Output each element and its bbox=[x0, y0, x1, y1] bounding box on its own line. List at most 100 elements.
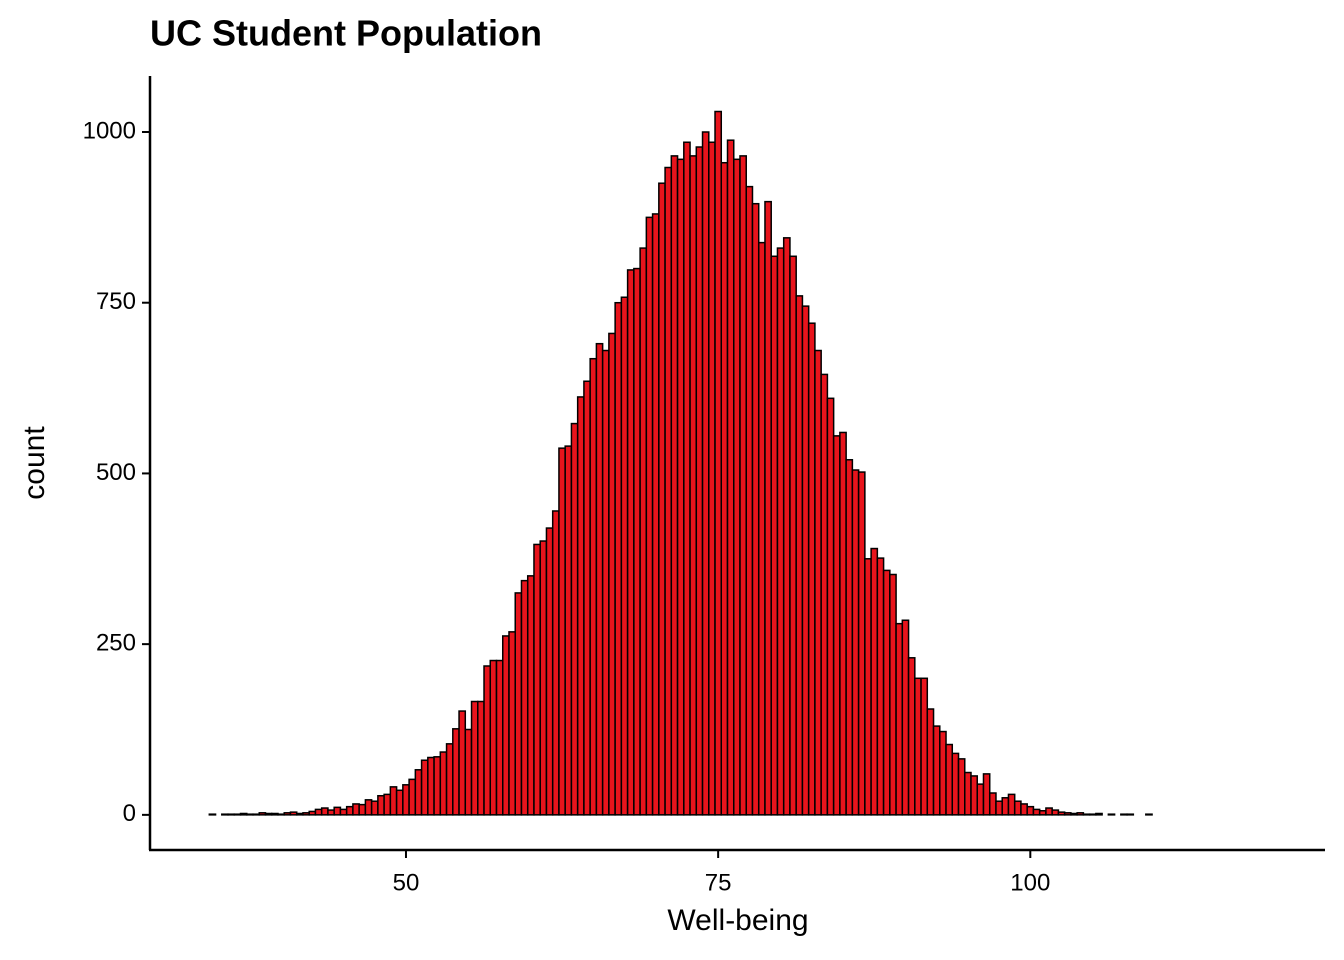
bar bbox=[826, 397, 835, 816]
bar bbox=[1070, 812, 1078, 816]
bar bbox=[1045, 807, 1053, 816]
bar bbox=[982, 773, 991, 816]
bar bbox=[1107, 813, 1116, 816]
bar bbox=[639, 247, 648, 816]
bar bbox=[751, 202, 760, 816]
bar bbox=[951, 752, 960, 816]
bar bbox=[358, 803, 367, 816]
y-axis-label: count bbox=[18, 426, 51, 500]
bar bbox=[945, 743, 954, 816]
bar bbox=[520, 579, 529, 816]
bar bbox=[620, 296, 629, 816]
y-tick-label: 1000 bbox=[83, 117, 136, 144]
bar bbox=[595, 342, 604, 816]
bar bbox=[545, 527, 554, 816]
bar bbox=[739, 155, 747, 816]
bar bbox=[227, 813, 236, 816]
bar bbox=[526, 575, 535, 816]
bar bbox=[839, 431, 847, 816]
bar bbox=[882, 569, 891, 816]
bar bbox=[420, 759, 429, 816]
bar bbox=[389, 786, 398, 816]
bar bbox=[1063, 812, 1072, 816]
x-tick-label: 75 bbox=[705, 869, 732, 896]
bar bbox=[626, 269, 635, 816]
bar bbox=[876, 557, 885, 816]
bar bbox=[383, 793, 392, 816]
bar bbox=[570, 422, 579, 816]
bar bbox=[314, 808, 323, 816]
bar bbox=[820, 373, 829, 816]
bar bbox=[395, 789, 404, 816]
bar bbox=[988, 792, 997, 816]
bar bbox=[377, 794, 385, 816]
bar bbox=[801, 305, 810, 816]
bar bbox=[745, 185, 754, 816]
bar bbox=[352, 803, 360, 816]
bar bbox=[658, 182, 666, 816]
y-tick-label: 0 bbox=[123, 800, 136, 827]
bar bbox=[995, 800, 1003, 816]
bar bbox=[795, 295, 804, 816]
bar bbox=[1013, 800, 1022, 816]
bar bbox=[601, 349, 610, 816]
x-tick-label: 50 bbox=[393, 869, 420, 896]
bar bbox=[414, 769, 423, 816]
bar bbox=[514, 592, 523, 816]
bar bbox=[914, 677, 922, 816]
bar bbox=[308, 810, 317, 816]
bar bbox=[551, 510, 560, 816]
bar bbox=[1007, 793, 1016, 816]
bar bbox=[1032, 808, 1041, 816]
bar bbox=[283, 812, 292, 816]
bar bbox=[1120, 813, 1128, 816]
bar bbox=[1026, 805, 1035, 816]
bar bbox=[695, 146, 704, 816]
bar bbox=[564, 445, 573, 816]
bar bbox=[701, 131, 710, 816]
bar bbox=[333, 806, 342, 816]
bar bbox=[252, 813, 261, 816]
bar bbox=[733, 158, 741, 816]
bar bbox=[782, 237, 791, 816]
bar bbox=[714, 110, 723, 816]
bar bbox=[1076, 812, 1085, 816]
bar bbox=[776, 247, 785, 816]
bar bbox=[633, 267, 641, 816]
bar bbox=[708, 141, 716, 816]
bar bbox=[757, 241, 766, 816]
bar bbox=[427, 756, 435, 816]
bar bbox=[895, 622, 904, 816]
bar bbox=[589, 357, 598, 816]
bar bbox=[676, 158, 685, 816]
bar bbox=[339, 808, 348, 816]
bar bbox=[289, 811, 298, 816]
bar bbox=[976, 783, 985, 816]
bar bbox=[433, 756, 442, 816]
bar bbox=[901, 619, 910, 816]
y-tick-label: 750 bbox=[96, 288, 136, 315]
bar bbox=[533, 543, 541, 816]
bar bbox=[277, 813, 285, 816]
bar bbox=[857, 471, 866, 816]
bar bbox=[789, 255, 797, 816]
x-tick-label: 100 bbox=[1010, 869, 1050, 896]
bar bbox=[558, 447, 566, 816]
bar bbox=[489, 659, 498, 816]
bar bbox=[576, 396, 585, 816]
bar bbox=[970, 775, 978, 816]
bar bbox=[614, 301, 623, 816]
bar bbox=[295, 812, 304, 816]
bar bbox=[208, 813, 217, 816]
bar bbox=[477, 700, 485, 816]
bar bbox=[645, 216, 654, 816]
bar bbox=[870, 547, 879, 816]
bar bbox=[845, 459, 854, 816]
bar bbox=[258, 812, 267, 816]
bar bbox=[495, 659, 504, 816]
bar bbox=[445, 743, 454, 816]
y-tick-label: 250 bbox=[96, 629, 136, 656]
bar bbox=[664, 166, 673, 816]
bar bbox=[907, 657, 916, 816]
